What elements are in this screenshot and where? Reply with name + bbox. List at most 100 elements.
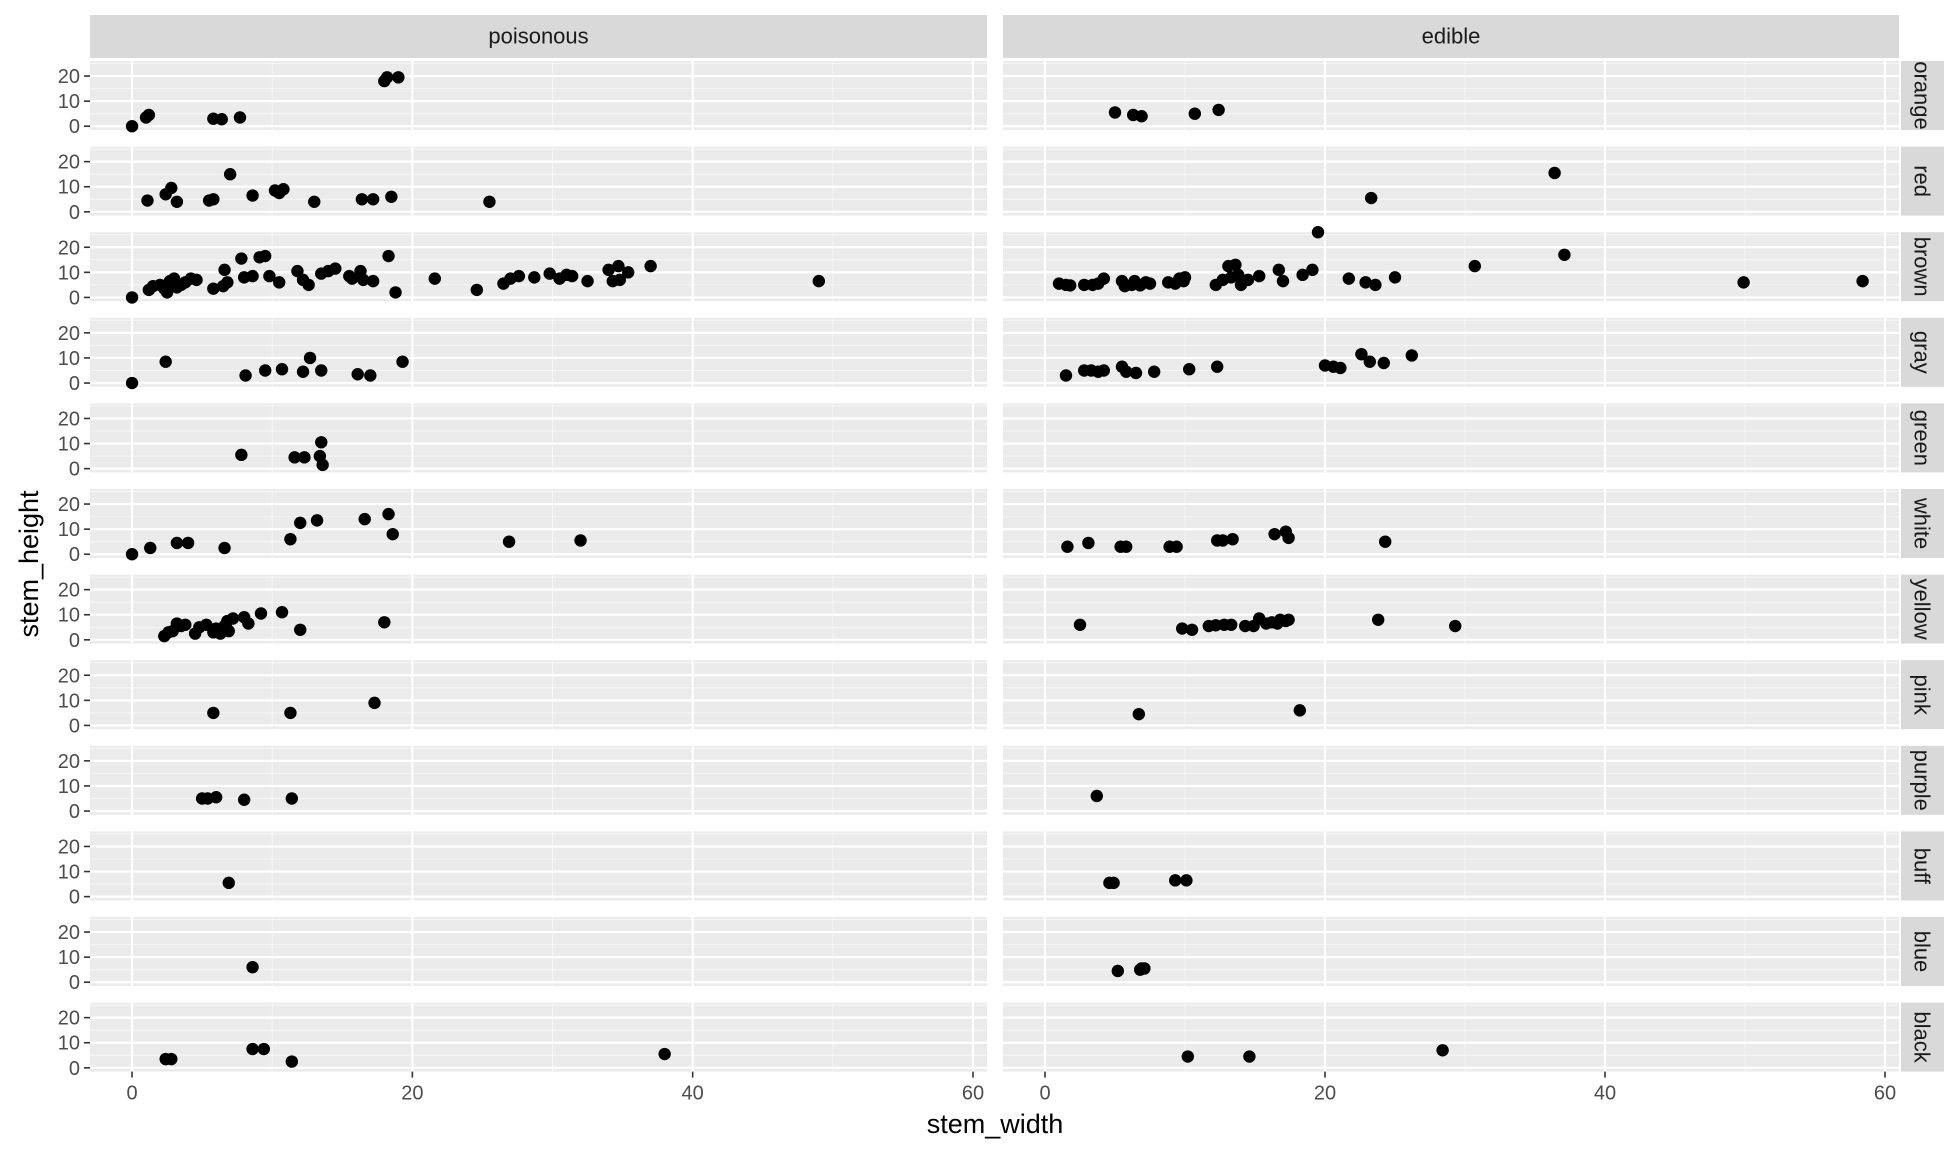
- points-poisonous-orange: [125, 71, 405, 133]
- y-tick-label: 0: [69, 715, 80, 737]
- x-tick-label: 40: [682, 1083, 704, 1105]
- data-point: [246, 189, 259, 202]
- row-strip: [1901, 574, 1944, 644]
- data-point: [1082, 536, 1095, 550]
- panel-poisonous-purple: [90, 745, 987, 815]
- panel-background: [90, 232, 987, 302]
- panel-poisonous-brown: [90, 232, 987, 302]
- data-point: [165, 1052, 178, 1066]
- panel-background: [1003, 489, 1899, 558]
- data-point: [239, 369, 252, 382]
- panel-background: [90, 831, 987, 901]
- y-tick-label: 0: [69, 544, 80, 566]
- column-strip-label: edible: [1422, 24, 1481, 49]
- y-tick-label: 20: [58, 580, 80, 602]
- y-tick-label: 10: [58, 1033, 80, 1055]
- panel-poisonous-buff: [90, 831, 987, 901]
- row-strip: [1901, 1002, 1944, 1072]
- x-tick-label: 60: [962, 1083, 984, 1105]
- panel-background: [1003, 917, 1899, 986]
- points-poisonous-brown: [125, 249, 826, 304]
- data-point: [294, 516, 307, 530]
- data-point: [1061, 540, 1074, 553]
- data-point: [1436, 1044, 1449, 1057]
- data-point: [1388, 271, 1402, 284]
- y-tick-label: 20: [58, 323, 80, 345]
- data-point: [392, 71, 405, 84]
- y-tick-label: 0: [69, 116, 80, 138]
- panel-poisonous-blue: [90, 917, 987, 986]
- points-poisonous-blue: [246, 960, 259, 974]
- y-axis-title: stem_height: [14, 490, 44, 638]
- y-tick-label: 10: [58, 262, 80, 284]
- y-tick-label: 10: [58, 605, 80, 627]
- column-strip-label: poisonous: [488, 24, 588, 49]
- x-tick-label: 60: [1874, 1083, 1896, 1105]
- data-point: [288, 451, 301, 464]
- y-tick-label: 20: [58, 665, 80, 687]
- data-point: [1073, 618, 1087, 631]
- data-point: [277, 183, 290, 196]
- data-point: [1225, 618, 1238, 631]
- data-point: [1558, 248, 1571, 261]
- data-point: [285, 1055, 299, 1068]
- panel-background: [90, 1002, 987, 1072]
- row-strip-label: brown: [1910, 237, 1935, 297]
- panel-background: [90, 489, 987, 558]
- data-point: [581, 274, 594, 288]
- row-strip-label: blue: [1910, 931, 1935, 973]
- points-edible-purple: [1090, 789, 1104, 803]
- data-point: [179, 618, 192, 631]
- data-point: [296, 365, 310, 378]
- data-point: [1107, 876, 1120, 890]
- data-point: [215, 113, 228, 126]
- column-strip: [90, 15, 987, 58]
- data-point: [644, 259, 657, 273]
- data-point: [355, 193, 369, 206]
- points-poisonous-purple: [195, 791, 299, 806]
- data-point: [294, 623, 307, 636]
- data-point: [812, 274, 826, 288]
- data-point: [382, 507, 395, 521]
- data-point: [223, 168, 237, 181]
- data-point: [364, 369, 377, 382]
- data-point: [246, 1042, 259, 1056]
- data-point: [1170, 540, 1183, 553]
- data-point: [1282, 531, 1295, 545]
- data-point: [303, 351, 317, 365]
- column-strip: [1003, 15, 1899, 58]
- data-point: [1129, 366, 1143, 380]
- data-point: [1059, 369, 1073, 382]
- data-point: [170, 195, 184, 208]
- panel-edible-buff: [1003, 831, 1899, 901]
- data-point: [1405, 349, 1419, 362]
- data-point: [222, 624, 235, 638]
- panel-poisonous-gray: [90, 317, 987, 387]
- data-point: [221, 276, 234, 289]
- data-point: [142, 108, 156, 122]
- row-strip-label: black: [1910, 1011, 1935, 1063]
- data-point: [165, 181, 178, 195]
- panel-edible-purple: [1003, 745, 1899, 815]
- points-edible-yellow: [1073, 612, 1462, 636]
- data-point: [1369, 278, 1382, 292]
- data-point: [428, 272, 441, 285]
- row-strip: [1901, 745, 1944, 815]
- data-point: [512, 269, 526, 283]
- points-edible-brown: [1052, 226, 1869, 293]
- data-point: [1148, 365, 1161, 378]
- data-point: [316, 458, 329, 472]
- data-point: [1355, 347, 1368, 361]
- data-point: [242, 617, 255, 630]
- data-point: [378, 616, 391, 629]
- y-tick-label: 20: [58, 408, 80, 430]
- data-point: [366, 193, 380, 206]
- data-point: [181, 536, 195, 550]
- points-poisonous-pink: [207, 696, 381, 720]
- panel-edible-yellow: [1003, 574, 1899, 644]
- data-point: [382, 249, 395, 263]
- data-point: [284, 532, 297, 546]
- points-poisonous-red: [141, 168, 496, 208]
- data-point: [366, 274, 380, 288]
- points-poisonous-gray: [125, 351, 409, 390]
